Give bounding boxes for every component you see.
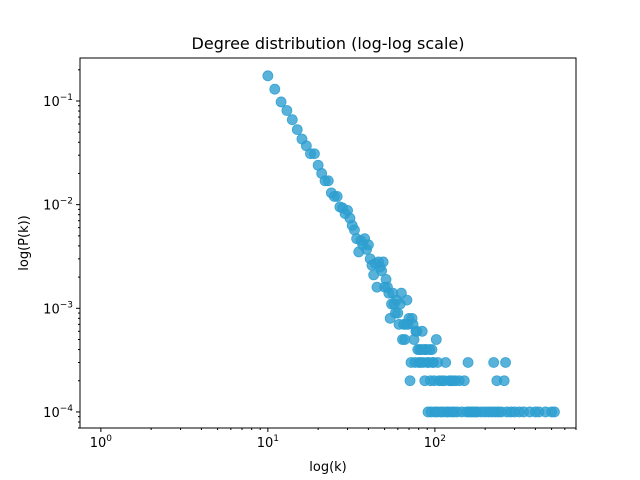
data-point <box>322 175 334 187</box>
data-point <box>430 334 442 345</box>
data-point <box>458 375 470 387</box>
plot-frame <box>79 57 577 429</box>
data-point <box>426 344 438 355</box>
data-point <box>488 357 500 368</box>
data-point <box>500 357 511 368</box>
x-tick-label: 101 <box>257 434 279 451</box>
data-point <box>291 124 303 135</box>
x-tick-label: 102 <box>424 434 446 451</box>
x-axis-label: log(k) <box>309 460 347 475</box>
y-tick-label: 10−2 <box>43 197 73 214</box>
data-points <box>262 70 560 418</box>
data-point <box>399 334 411 345</box>
data-point <box>281 105 293 116</box>
y-tick-label: 10−1 <box>43 93 73 110</box>
x-axis-ticks: 100 101 102 <box>90 428 577 451</box>
y-axis-ticks: 10−4 10−3 10−2 10−1 <box>43 69 80 429</box>
data-point <box>262 70 274 82</box>
y-tick-label: 10−3 <box>43 300 73 317</box>
data-point <box>331 191 343 202</box>
data-point <box>404 375 416 387</box>
y-axis-label: log(P(k)) <box>17 215 32 270</box>
data-point <box>416 325 428 337</box>
data-point <box>275 96 287 108</box>
x-tick-label: 100 <box>90 434 113 451</box>
data-point <box>377 256 389 268</box>
data-point <box>401 294 413 306</box>
data-point <box>549 406 560 418</box>
data-point <box>440 357 452 368</box>
data-point <box>286 114 298 126</box>
data-point <box>498 375 510 387</box>
data-point <box>392 307 404 319</box>
data-point <box>462 357 474 368</box>
data-point <box>309 148 320 160</box>
data-point <box>363 239 374 251</box>
chart-title: Degree distribution (log-log scale) <box>192 34 465 53</box>
y-tick-label: 10−4 <box>43 404 73 421</box>
data-point <box>269 83 281 95</box>
